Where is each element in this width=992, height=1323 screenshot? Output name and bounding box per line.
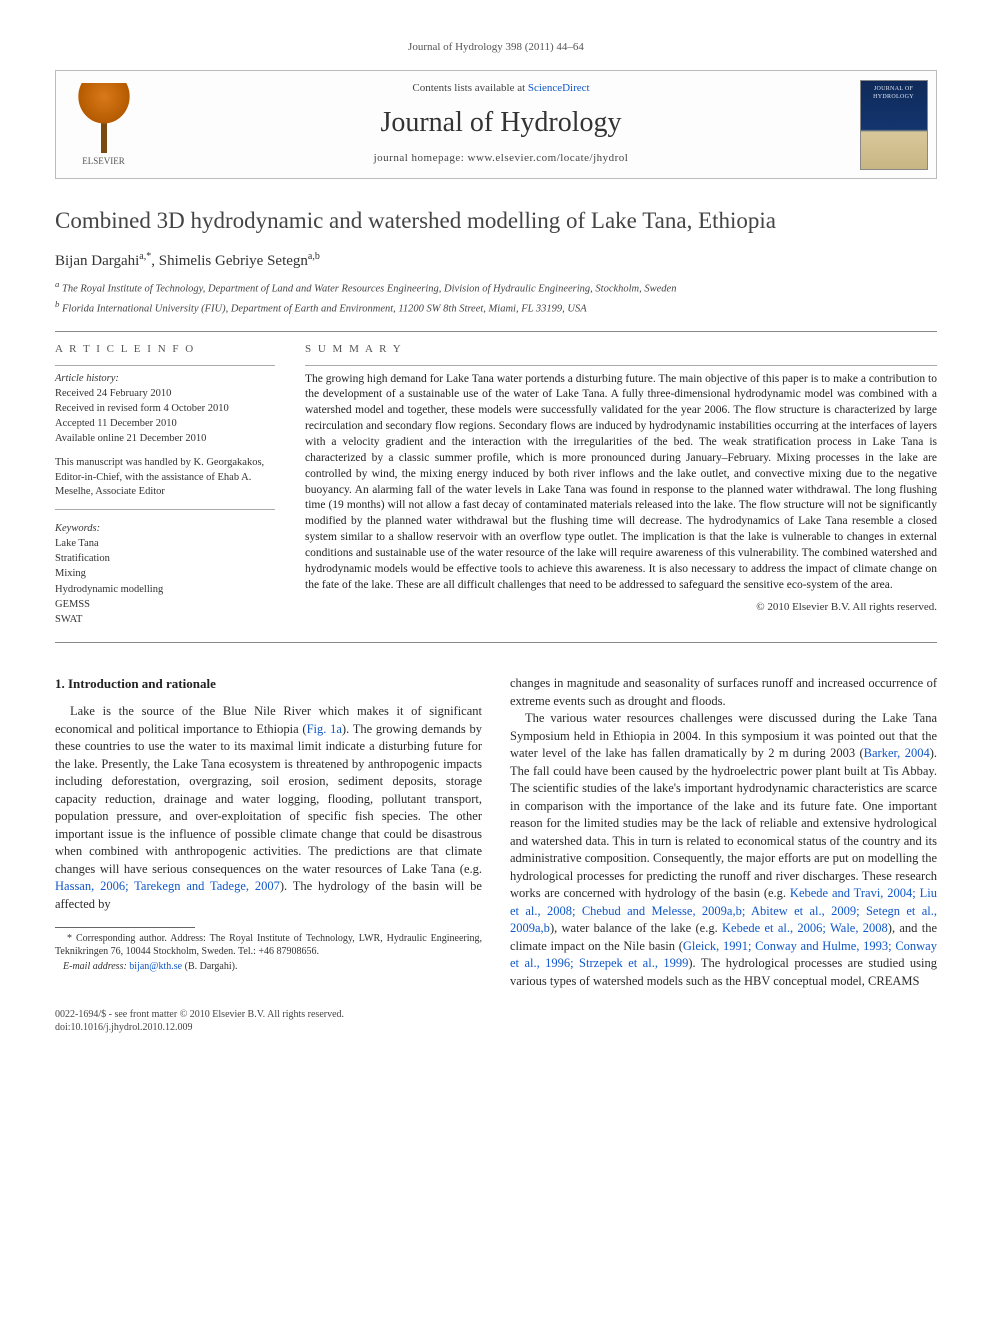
- summary-block: S U M M A R Y The growing high demand fo…: [305, 342, 937, 628]
- divider: [55, 365, 275, 366]
- corresponding-author-footnote: * Corresponding author. Address: The Roy…: [55, 932, 482, 958]
- email-link[interactable]: bijan@kth.se: [129, 961, 182, 972]
- history-revised: Received in revised form 4 October 2010: [55, 402, 275, 416]
- keywords-label: Keywords:: [55, 522, 275, 536]
- article-info-block: A R T I C L E I N F O Article history: R…: [55, 342, 275, 628]
- journal-cover-cell: [851, 71, 936, 178]
- homepage-prefix: journal homepage:: [374, 152, 468, 164]
- citation-link[interactable]: Kebede et al., 2006; Wale, 2008: [722, 921, 888, 935]
- figure-ref-link[interactable]: Fig. 1a: [307, 722, 342, 736]
- divider: [55, 509, 275, 510]
- keyword: Stratification: [55, 552, 275, 566]
- keyword: Hydrodynamic modelling: [55, 583, 275, 597]
- article-info-heading: A R T I C L E I N F O: [55, 342, 275, 357]
- affiliation-a-text: The Royal Institute of Technology, Depar…: [62, 284, 676, 295]
- contents-available-line: Contents lists available at ScienceDirec…: [159, 81, 843, 96]
- history-label: Article history:: [55, 372, 275, 386]
- affiliation-b: b Florida International University (FIU)…: [55, 299, 937, 317]
- front-matter-line: 0022-1694/$ - see front matter © 2010 El…: [55, 1008, 937, 1021]
- body-paragraph: changes in magnitude and seasonality of …: [510, 675, 937, 710]
- keyword: GEMSS: [55, 598, 275, 612]
- footnotes-block: * Corresponding author. Address: The Roy…: [55, 932, 482, 973]
- history-online: Available online 21 December 2010: [55, 432, 275, 446]
- text-run: ). The growing demands by these countrie…: [55, 722, 482, 876]
- divider: [55, 331, 937, 332]
- masthead-center: Contents lists available at ScienceDirec…: [151, 71, 851, 178]
- elsevier-tree-icon: [74, 83, 134, 153]
- journal-homepage-line: journal homepage: www.elsevier.com/locat…: [159, 151, 843, 166]
- author-1-marks: a,*: [139, 251, 151, 262]
- journal-cover-thumb-icon: [860, 80, 928, 170]
- doi-line: doi:10.1016/j.jhydrol.2010.12.009: [55, 1021, 937, 1034]
- page-footer: 0022-1694/$ - see front matter © 2010 El…: [55, 1008, 937, 1034]
- text-run: ), water balance of the lake (e.g.: [550, 921, 722, 935]
- citation-link[interactable]: Hassan, 2006; Tarekegn and Tadege, 2007: [55, 879, 280, 893]
- affiliation-b-text: Florida International University (FIU), …: [62, 304, 587, 315]
- divider: [55, 642, 937, 643]
- running-head: Journal of Hydrology 398 (2011) 44–64: [55, 40, 937, 55]
- publisher-label: ELSEVIER: [74, 155, 134, 167]
- keyword: Mixing: [55, 567, 275, 581]
- keywords-block: Keywords: Lake Tana Stratification Mixin…: [55, 522, 275, 627]
- text-run: ). The fall could have been caused by th…: [510, 746, 937, 900]
- history-received: Received 24 February 2010: [55, 387, 275, 401]
- history-accepted: Accepted 11 December 2010: [55, 417, 275, 431]
- email-person: (B. Dargahi).: [185, 961, 238, 972]
- body-paragraph: The various water resources challenges w…: [510, 710, 937, 990]
- keyword: SWAT: [55, 613, 275, 627]
- journal-name: Journal of Hydrology: [159, 104, 843, 142]
- article-title: Combined 3D hydrodynamic and watershed m…: [55, 207, 937, 236]
- citation-link[interactable]: Barker, 2004: [864, 746, 930, 760]
- keyword: Lake Tana: [55, 537, 275, 551]
- body-two-column: 1. Introduction and rationale Lake is th…: [55, 675, 937, 990]
- text-run: changes in magnitude and seasonality of …: [510, 676, 937, 708]
- divider: [305, 365, 937, 366]
- affiliation-a: a The Royal Institute of Technology, Dep…: [55, 279, 937, 297]
- copyright-line: © 2010 Elsevier B.V. All rights reserved…: [305, 600, 937, 615]
- body-paragraph: Lake is the source of the Blue Nile Rive…: [55, 703, 482, 913]
- journal-masthead: ELSEVIER Contents lists available at Sci…: [55, 70, 937, 179]
- homepage-url: www.elsevier.com/locate/jhydrol: [468, 152, 629, 164]
- handled-by: This manuscript was handled by K. Georga…: [55, 456, 275, 499]
- contents-prefix: Contents lists available at: [412, 82, 527, 94]
- author-1-name: Bijan Dargahi: [55, 253, 139, 269]
- article-history: Article history: Received 24 February 20…: [55, 372, 275, 447]
- author-2-name: Shimelis Gebriye Setegn: [159, 253, 308, 269]
- summary-text: The growing high demand for Lake Tana wa…: [305, 372, 937, 594]
- publisher-logo-cell: ELSEVIER: [56, 71, 151, 178]
- section-heading: 1. Introduction and rationale: [55, 675, 482, 693]
- summary-heading: S U M M A R Y: [305, 342, 937, 357]
- sciencedirect-link[interactable]: ScienceDirect: [528, 82, 590, 94]
- author-list: Bijan Dargahia,*, Shimelis Gebriye Seteg…: [55, 250, 937, 271]
- footnote-rule: [55, 927, 195, 928]
- author-2-marks: a,b: [308, 251, 320, 262]
- email-label: E-mail address:: [63, 961, 127, 972]
- email-footnote: E-mail address: bijan@kth.se (B. Dargahi…: [55, 960, 482, 973]
